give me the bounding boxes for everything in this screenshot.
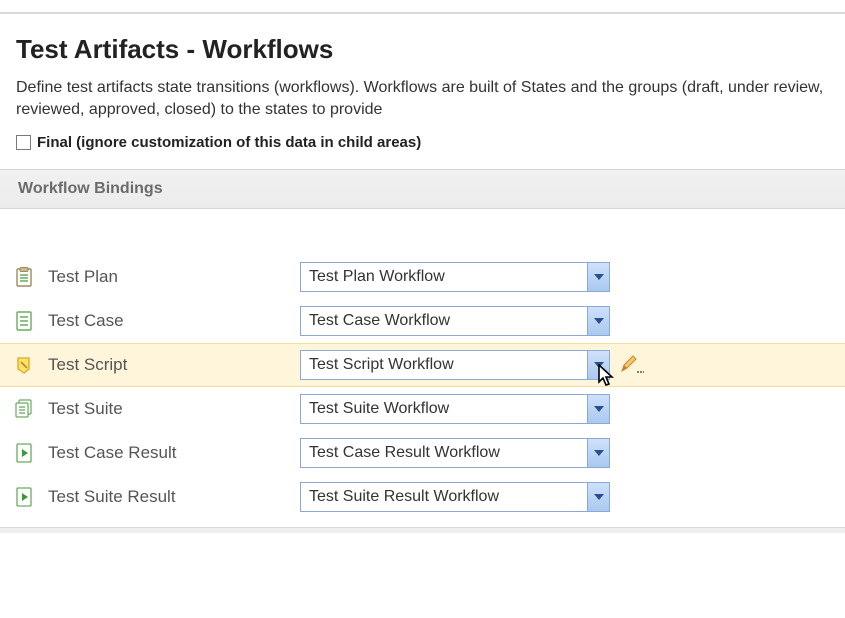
binding-row-test-plan: Test Plan Test Plan Workflow [0,255,845,299]
final-checkbox-row: Final (ignore customization of this data… [0,134,845,169]
page-title: Test Artifacts - Workflows [0,14,845,77]
test-case-icon [0,311,48,331]
workflow-select-value: Test Suite Result Workflow [301,488,587,506]
pencil-icon [620,355,644,375]
test-suite-result-icon [0,487,48,507]
artifact-label: Test Suite Result [48,487,300,507]
binding-row-test-case-result: Test Case Result Test Case Result Workfl… [0,431,845,475]
binding-row-test-suite: Test Suite Test Suite Workflow [0,387,845,431]
final-checkbox[interactable] [16,135,31,150]
workflow-select-test-case-result[interactable]: Test Case Result Workflow [300,438,610,468]
binding-row-test-suite-result: Test Suite Result Test Suite Result Work… [0,475,845,519]
page-description: Define test artifacts state transitions … [0,77,845,134]
artifact-label: Test Suite [48,399,300,419]
chevron-down-icon [587,351,609,379]
test-suite-icon [0,399,48,419]
chevron-down-icon [587,307,609,335]
chevron-down-icon [587,263,609,291]
workflow-select-value: Test Script Workflow [301,356,587,374]
final-checkbox-label: Final (ignore customization of this data… [37,134,421,151]
artifact-label: Test Case [48,311,300,331]
workflow-select-value: Test Case Workflow [301,312,587,330]
workflow-select-test-plan[interactable]: Test Plan Workflow [300,262,610,292]
workflow-bindings-list: Test Plan Test Plan Workflow Test Case T… [0,209,845,519]
workflow-select-test-suite[interactable]: Test Suite Workflow [300,394,610,424]
binding-row-test-script: Test Script Test Script Workflow [0,343,845,387]
edit-button[interactable] [620,355,644,375]
artifact-label: Test Script [48,355,300,375]
workflow-select-test-script[interactable]: Test Script Workflow [300,350,610,380]
test-case-result-icon [0,443,48,463]
artifact-label: Test Case Result [48,443,300,463]
workflow-select-value: Test Plan Workflow [301,268,587,286]
chevron-down-icon [587,483,609,511]
chevron-down-icon [587,439,609,467]
workflow-select-test-case[interactable]: Test Case Workflow [300,306,610,336]
workflow-select-value: Test Suite Workflow [301,400,587,418]
test-plan-icon [0,267,48,287]
bottom-bar [0,527,845,533]
artifact-label: Test Plan [48,267,300,287]
workflow-select-value: Test Case Result Workflow [301,444,587,462]
section-header: Workflow Bindings [0,169,845,209]
test-script-icon [0,355,48,375]
binding-row-test-case: Test Case Test Case Workflow [0,299,845,343]
chevron-down-icon [587,395,609,423]
workflow-select-test-suite-result[interactable]: Test Suite Result Workflow [300,482,610,512]
